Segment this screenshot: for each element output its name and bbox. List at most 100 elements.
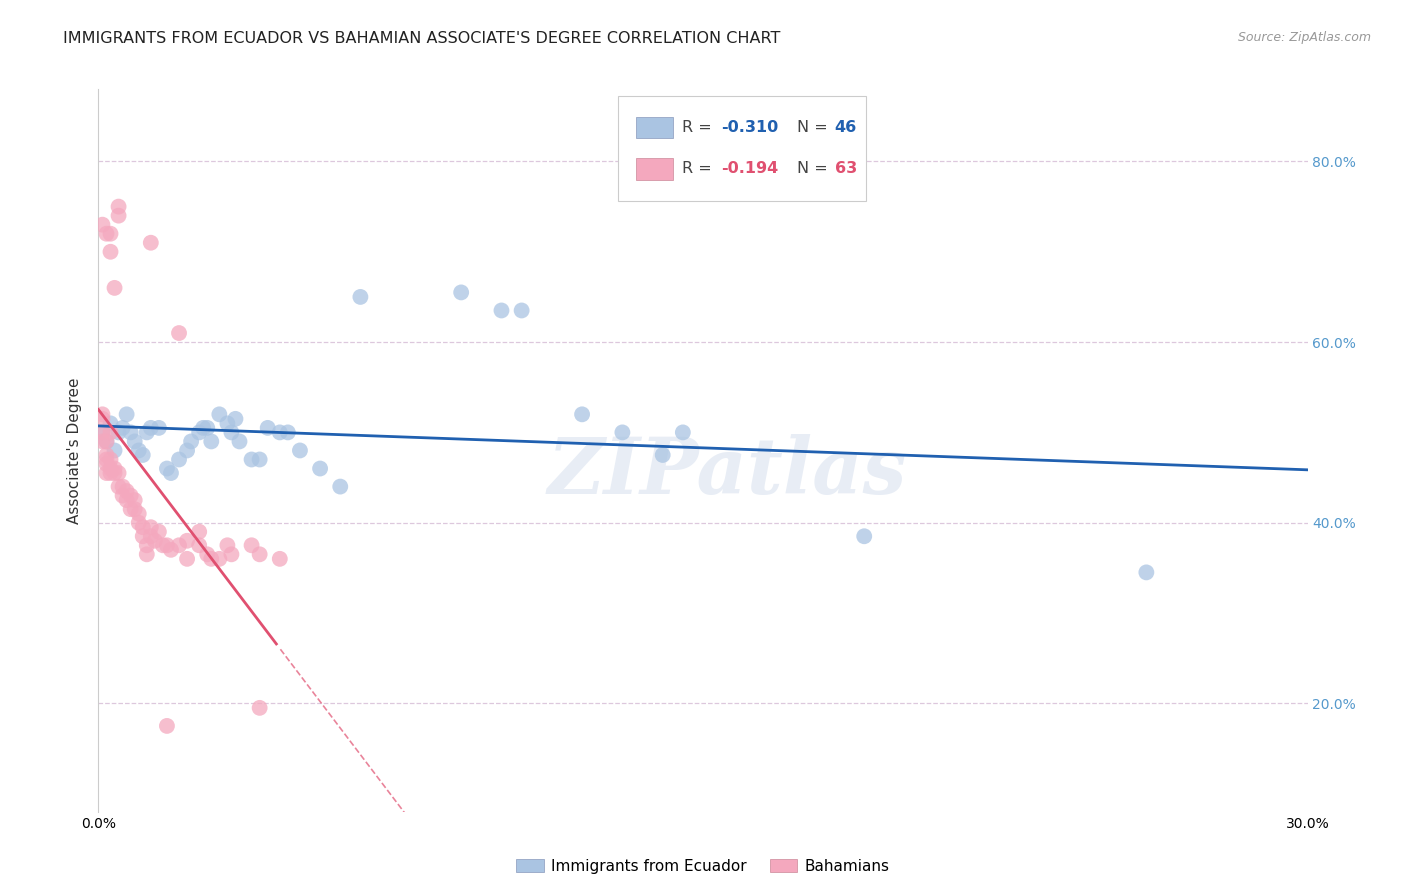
Text: -0.194: -0.194	[721, 161, 779, 177]
Point	[188, 524, 211, 539]
Point	[180, 434, 202, 449]
Point	[269, 425, 291, 440]
Point	[240, 538, 263, 552]
Point	[107, 209, 129, 223]
Text: 46: 46	[835, 120, 858, 135]
Point	[100, 244, 122, 259]
Text: -0.310: -0.310	[721, 120, 779, 135]
Text: Source: ZipAtlas.com: Source: ZipAtlas.com	[1237, 31, 1371, 45]
Point	[221, 425, 243, 440]
Point	[111, 421, 134, 435]
Point	[277, 425, 299, 440]
Text: N =: N =	[797, 120, 834, 135]
Point	[651, 448, 673, 462]
Point	[200, 551, 222, 566]
Point	[221, 547, 243, 561]
Y-axis label: Associate's Degree: Associate's Degree	[67, 377, 83, 524]
Point	[200, 434, 222, 449]
Point	[139, 235, 162, 250]
Point	[100, 227, 122, 241]
Point	[193, 421, 215, 435]
Point	[156, 538, 179, 552]
Point	[853, 529, 876, 543]
Point	[115, 493, 138, 508]
Point	[135, 538, 157, 552]
Point	[195, 421, 218, 435]
Point	[188, 425, 211, 440]
Point	[156, 719, 179, 733]
Point	[96, 434, 118, 449]
Point	[176, 551, 198, 566]
Point	[450, 285, 472, 300]
Point	[160, 542, 183, 557]
Point	[167, 452, 190, 467]
Point	[195, 547, 218, 561]
Point	[148, 421, 170, 435]
Point	[329, 480, 352, 494]
Point	[132, 448, 155, 462]
Point	[107, 480, 129, 494]
Point	[510, 303, 533, 318]
Point	[160, 466, 183, 480]
Text: R =: R =	[682, 161, 717, 177]
Point	[135, 547, 157, 561]
Text: N =: N =	[797, 161, 834, 177]
Point	[491, 303, 513, 318]
Point	[139, 529, 162, 543]
Point	[571, 407, 593, 421]
Point	[91, 434, 114, 449]
Point	[103, 461, 125, 475]
Point	[176, 533, 198, 548]
Point	[176, 443, 198, 458]
Point	[96, 227, 118, 241]
Point	[288, 443, 311, 458]
Point	[224, 412, 246, 426]
Point	[120, 502, 142, 516]
Point	[128, 516, 150, 530]
Point	[249, 452, 271, 467]
Point	[612, 425, 634, 440]
Point	[120, 489, 142, 503]
Point	[96, 457, 118, 471]
Point	[139, 421, 162, 435]
Point	[128, 507, 150, 521]
Point	[256, 421, 278, 435]
Point	[167, 538, 190, 552]
Point	[100, 425, 122, 440]
Point	[128, 443, 150, 458]
Point	[167, 326, 190, 340]
Point	[124, 493, 146, 508]
Point	[120, 425, 142, 440]
Point	[91, 425, 114, 440]
Point	[103, 466, 125, 480]
Point	[91, 407, 114, 421]
Point	[96, 466, 118, 480]
Point	[249, 701, 271, 715]
Point	[107, 425, 129, 440]
Point	[111, 489, 134, 503]
FancyBboxPatch shape	[619, 96, 866, 202]
Point	[135, 425, 157, 440]
Point	[107, 466, 129, 480]
Text: R =: R =	[682, 120, 717, 135]
Bar	[637, 158, 672, 179]
Point	[132, 520, 155, 534]
Point	[148, 524, 170, 539]
Point	[100, 466, 122, 480]
Point	[309, 461, 332, 475]
Point	[115, 407, 138, 421]
Point	[188, 538, 211, 552]
Point	[139, 520, 162, 534]
Text: IMMIGRANTS FROM ECUADOR VS BAHAMIAN ASSOCIATE'S DEGREE CORRELATION CHART: IMMIGRANTS FROM ECUADOR VS BAHAMIAN ASSO…	[63, 31, 780, 46]
Point	[100, 461, 122, 475]
Point	[100, 417, 122, 431]
Point	[96, 448, 118, 462]
Point	[269, 551, 291, 566]
Point	[143, 533, 166, 548]
Point	[107, 200, 129, 214]
Point	[249, 547, 271, 561]
Bar	[637, 117, 672, 138]
Point	[124, 434, 146, 449]
Point	[111, 480, 134, 494]
Point	[240, 452, 263, 467]
